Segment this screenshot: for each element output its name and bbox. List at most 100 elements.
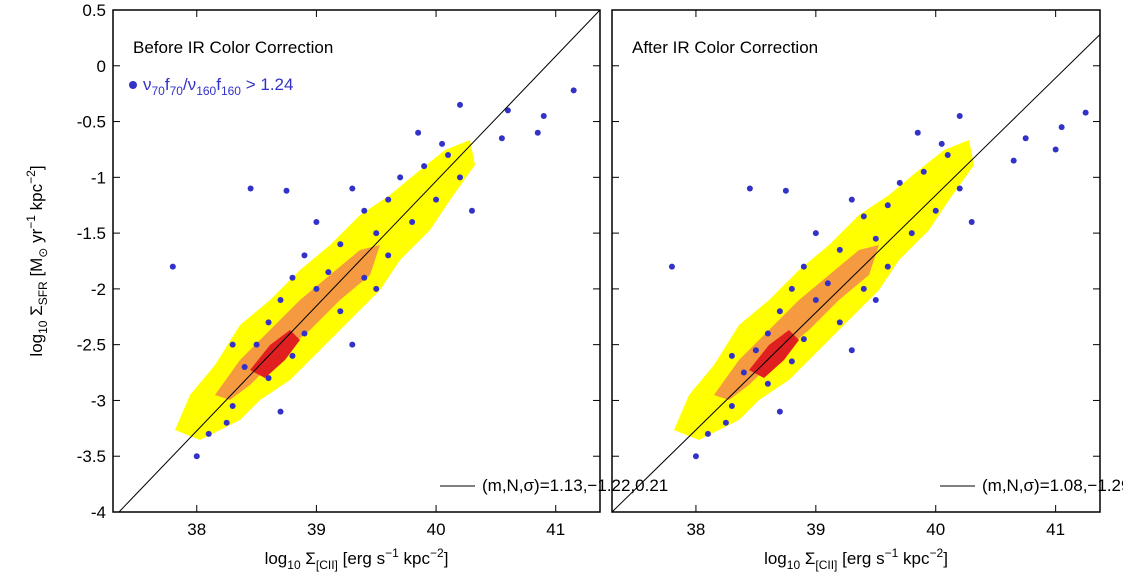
- point: [692, 453, 699, 460]
- point: [349, 341, 356, 348]
- y-tick-label: -3.5: [77, 447, 106, 466]
- point: [728, 403, 735, 410]
- point: [812, 230, 819, 237]
- point: [896, 179, 903, 186]
- point: [722, 419, 729, 426]
- y-tick-label: -1: [91, 168, 106, 187]
- y-axis-label-part: ⊙: [36, 248, 50, 258]
- point: [337, 308, 344, 315]
- point: [325, 269, 332, 276]
- point: [746, 185, 753, 192]
- x-axis-label-part: −2: [930, 546, 944, 560]
- point: [445, 152, 452, 159]
- point: [277, 408, 284, 415]
- x-axis-label-part: [erg s: [837, 549, 884, 568]
- point: [229, 341, 236, 348]
- point: [361, 274, 368, 281]
- point: [860, 285, 867, 292]
- y-tick-label: 0.5: [82, 1, 106, 20]
- y-axis-label-part: log: [27, 334, 46, 357]
- point: [223, 419, 230, 426]
- point: [932, 207, 939, 214]
- plot-frame: [611, 9, 1101, 513]
- x-axis-label-part: −1: [885, 546, 899, 560]
- x-axis-label-part: [CII]: [316, 558, 338, 572]
- point: [504, 107, 511, 114]
- panel-title: Before IR Color Correction: [133, 38, 333, 57]
- y-axis-label-part: ]: [27, 165, 46, 170]
- point: [800, 336, 807, 343]
- legend-label-part: 160: [196, 84, 216, 98]
- x-axis-label-part: kpc: [898, 549, 930, 568]
- x-axis-label-part: Σ: [800, 549, 815, 568]
- point: [277, 297, 284, 304]
- x-tick-label: 40: [926, 520, 945, 539]
- point: [397, 174, 404, 181]
- x-tick-label: 38: [686, 520, 705, 539]
- point: [253, 341, 260, 348]
- x-axis-label: log10 Σ[CII] [erg s−1 kpc−2]: [764, 546, 948, 572]
- point: [764, 380, 771, 387]
- point: [247, 185, 254, 192]
- x-axis-label-part: [CII]: [815, 558, 837, 572]
- point: [782, 187, 789, 194]
- x-tick-label: 41: [546, 520, 565, 539]
- point: [301, 330, 308, 337]
- point: [1082, 109, 1089, 116]
- x-axis-label-part: 10: [787, 558, 801, 572]
- y-axis-label-part: [M: [27, 258, 46, 282]
- x-axis-label: log10 Σ[CII] [erg s−1 kpc−2]: [265, 546, 449, 572]
- point: [421, 163, 428, 170]
- point: [938, 140, 945, 147]
- y-axis-label-part: SFR: [36, 281, 50, 305]
- point: [289, 352, 296, 359]
- legend-label-part: > 1.24: [241, 75, 293, 94]
- legend-label-part: 160: [221, 84, 241, 98]
- y-axis-label-part: yr: [27, 228, 46, 247]
- legend-label: (m,N,σ)=1.08,−1.29,0.19: [982, 476, 1123, 495]
- y-axis-label-part: 10: [36, 320, 50, 334]
- y-tick-label: -1.5: [77, 224, 106, 243]
- point: [433, 196, 440, 203]
- legend-label-part: 70: [152, 84, 166, 98]
- x-axis-label-part: −1: [385, 546, 399, 560]
- legend-label-part: /ν: [183, 75, 196, 94]
- point: [1058, 124, 1065, 131]
- x-axis-label-part: log: [764, 549, 787, 568]
- point: [229, 403, 236, 410]
- point: [1022, 135, 1029, 142]
- legend-label-part: ν: [143, 75, 152, 94]
- y-axis-label-part: −2: [24, 170, 38, 184]
- legend-label: ν70f70/ν160f160 > 1.24: [143, 75, 293, 98]
- legend-marker: [129, 81, 137, 89]
- x-axis-label-part: 10: [287, 558, 301, 572]
- point: [824, 280, 831, 287]
- point: [956, 112, 963, 119]
- point: [241, 363, 248, 370]
- point: [283, 187, 290, 194]
- point: [860, 213, 867, 220]
- y-tick-label: -0.5: [77, 113, 106, 132]
- point: [193, 453, 200, 460]
- x-tick-label: 39: [806, 520, 825, 539]
- legend-label: (m,N,σ)=1.13,−1.22,0.21: [482, 476, 668, 495]
- y-tick-label: -2.5: [77, 336, 106, 355]
- point: [169, 263, 176, 270]
- point: [884, 202, 891, 209]
- point: [1052, 146, 1059, 153]
- y-axis-label-part: −1: [24, 215, 38, 229]
- point: [872, 297, 879, 304]
- point: [908, 230, 915, 237]
- point: [415, 129, 422, 136]
- x-axis-label-part: −2: [430, 546, 444, 560]
- point: [349, 185, 356, 192]
- point: [836, 246, 843, 253]
- y-tick-label: -4: [91, 503, 106, 522]
- point: [776, 308, 783, 315]
- fit-line: [118, 9, 601, 513]
- point: [914, 129, 921, 136]
- point: [788, 358, 795, 365]
- point: [944, 152, 951, 159]
